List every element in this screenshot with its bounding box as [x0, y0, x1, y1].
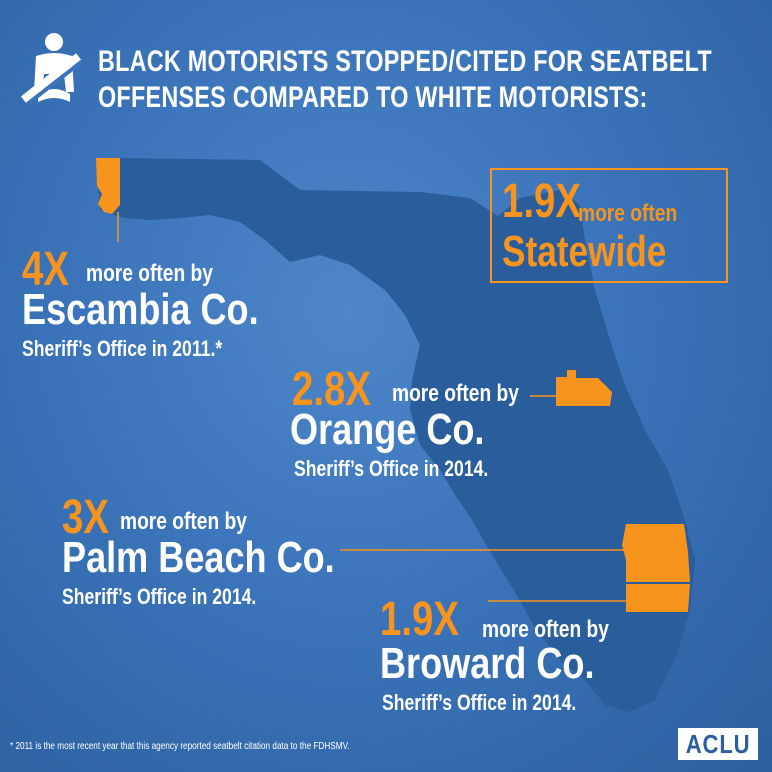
orange-value: 2.8X [292, 363, 371, 416]
palm-beach-office: Sheriff’s Office in 2014. [62, 584, 257, 609]
statewide-label: Statewide [502, 227, 667, 276]
orange-office: Sheriff’s Office in 2014. [294, 456, 489, 481]
broward-value: 1.9X [380, 593, 459, 646]
title-line-1: BLACK MOTORISTS STOPPED/CITED FOR SEATBE… [98, 45, 712, 78]
escambia-county-name: Escambia Co. [22, 285, 259, 334]
orange-county-name: Orange Co. [290, 405, 485, 454]
palm-beach-value: 3X [62, 491, 109, 544]
statewide-value: 1.9X [502, 175, 581, 228]
escambia-county [96, 158, 120, 214]
statewide-suffix: more often [578, 200, 678, 227]
aclu-logo-text: ACLU [685, 729, 751, 759]
orange-suffix: more often by [392, 380, 519, 407]
broward-office: Sheriff’s Office in 2014. [382, 690, 577, 715]
escambia-value: 4X [22, 243, 69, 296]
aclu-logo: ACLU [678, 728, 758, 760]
footnote: * 2011 is the most recent year that this… [10, 741, 350, 752]
statewide-box [490, 168, 728, 283]
broward-county-name: Broward Co. [380, 639, 595, 688]
escambia-office: Sheriff’s Office in 2011.* [22, 336, 223, 361]
broward-suffix: more often by [482, 616, 609, 643]
palm-beach-suffix: more often by [120, 508, 247, 535]
orange-county [556, 370, 612, 406]
florida-state-shape [96, 158, 695, 712]
seatbelt-icon [20, 33, 84, 106]
title-line-2: OFFENSES COMPARED TO WHITE MOTORISTS: [98, 81, 648, 114]
broward-county [626, 584, 690, 612]
escambia-suffix: more often by [86, 260, 213, 287]
palm-beach-county-name: Palm Beach Co. [62, 533, 335, 582]
infographic-title: BLACK MOTORISTS STOPPED/CITED FOR SEATBE… [98, 44, 712, 116]
palm-beach-county [622, 524, 690, 582]
